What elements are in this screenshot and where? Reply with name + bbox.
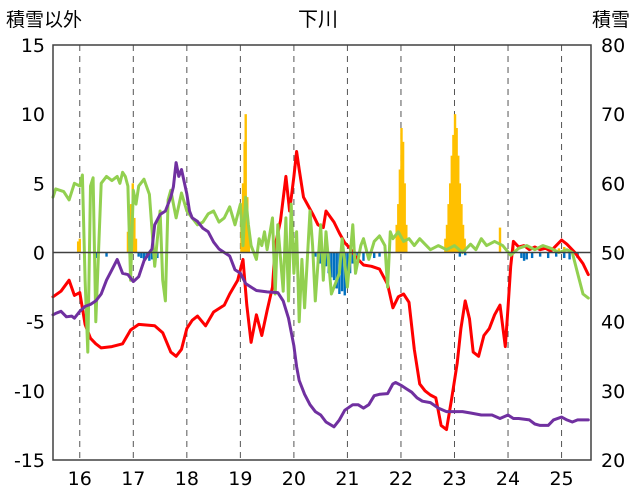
bar-0-33 <box>463 238 466 253</box>
bar-0-13 <box>247 231 251 253</box>
bar-0-22 <box>445 224 449 253</box>
bar-0-28 <box>455 128 458 253</box>
bar-0-27 <box>453 114 457 253</box>
left-y-tick-label: -5 <box>26 312 45 334</box>
left-y-tick-label: -15 <box>14 450 45 472</box>
bar-1-7 <box>150 252 154 260</box>
bar-0-6 <box>133 217 136 253</box>
bar-0-31 <box>460 204 463 253</box>
bar-0-9 <box>241 183 245 253</box>
right-y-tick-label: 70 <box>601 104 625 126</box>
left-y-tick-label: -10 <box>14 381 45 403</box>
bar-0-29 <box>457 155 460 253</box>
bar-1-32 <box>463 252 467 256</box>
line-series-2 <box>51 161 590 429</box>
bar-0-19 <box>403 183 406 253</box>
bar-1-6 <box>148 252 151 261</box>
left-axis-label: 積雪以外 <box>6 9 82 31</box>
bar-1-2 <box>137 252 140 257</box>
chart-title: 下川 <box>298 7 338 31</box>
left-y-tick-label: 5 <box>33 173 45 195</box>
bar-1-33 <box>520 252 523 259</box>
right-y-tick-label: 50 <box>601 243 625 265</box>
bar-1-16 <box>330 252 333 278</box>
bar-1-4 <box>142 252 146 260</box>
right-y-tick-label: 40 <box>601 312 625 334</box>
bar-1-29 <box>372 252 376 259</box>
x-tick-label: 19 <box>228 468 252 490</box>
bar-0-0 <box>76 241 80 253</box>
line-series-1 <box>51 170 590 354</box>
x-tick-label: 25 <box>549 468 573 490</box>
grid-lines <box>79 45 563 460</box>
bar-1-10 <box>314 252 317 257</box>
bar-0-25 <box>450 155 454 253</box>
bar-0-16 <box>398 169 402 253</box>
x-tick-label: 17 <box>121 468 145 490</box>
right-y-tick-label: 20 <box>601 450 625 472</box>
x-tick-label: 23 <box>442 468 466 490</box>
bar-1-41 <box>568 252 571 260</box>
bar-1-31 <box>458 252 462 257</box>
plot-frame <box>52 44 592 461</box>
x-tick-label: 20 <box>282 468 306 490</box>
left-y-tick-label: 0 <box>33 243 45 265</box>
right-axis-label: 積雪 <box>592 9 630 31</box>
bar-0-1 <box>78 238 81 253</box>
bar-1-1 <box>105 252 108 257</box>
bar-0-11 <box>244 114 247 253</box>
bar-1-30 <box>378 252 381 257</box>
bar-1-3 <box>140 252 143 259</box>
bar-1-40 <box>563 252 566 259</box>
bar-1-24 <box>351 252 354 264</box>
bar-0-23 <box>447 204 450 253</box>
bar-0-36 <box>557 248 561 253</box>
bar-0-15 <box>397 204 400 253</box>
x-tick-label: 22 <box>389 468 413 490</box>
left-y-tick-label: 10 <box>21 104 45 126</box>
bar-0-2 <box>126 231 130 253</box>
bar-1-37 <box>538 252 542 257</box>
bar-1-35 <box>525 252 528 260</box>
bar-0-14 <box>395 224 398 253</box>
bar-1-27 <box>362 252 365 261</box>
bar-1-12 <box>319 252 322 264</box>
x-tick-label: 24 <box>496 468 520 490</box>
bar-1-8 <box>156 252 159 259</box>
bar-1-18 <box>335 252 338 289</box>
bar-1-34 <box>522 252 526 261</box>
left-y-tick-label: 15 <box>21 35 45 57</box>
x-tick-label: 16 <box>68 468 92 490</box>
bar-0-7 <box>134 238 138 253</box>
line-series <box>51 150 590 432</box>
axis-labels: 下川 積雪以外 積雪 151050-5-10-15807060504030201… <box>6 7 630 490</box>
x-tick-label: 18 <box>175 468 199 490</box>
bar-1-38 <box>546 252 550 259</box>
bar-1-36 <box>530 252 534 259</box>
bar-0-32 <box>461 224 465 253</box>
bar-0-34 <box>498 227 502 253</box>
bar-0-26 <box>452 134 455 253</box>
right-y-tick-label: 60 <box>601 173 625 195</box>
bar-0-18 <box>401 141 405 253</box>
axes <box>52 44 592 461</box>
right-y-tick-label: 30 <box>601 381 625 403</box>
bar-0-24 <box>449 183 452 253</box>
right-y-tick-label: 80 <box>601 35 625 57</box>
line-series-0 <box>51 150 590 432</box>
bar-1-20 <box>340 252 344 292</box>
bar-1-39 <box>555 252 558 257</box>
bar-1-14 <box>324 252 328 267</box>
x-tick-label: 21 <box>335 468 359 490</box>
bar-0-17 <box>400 128 403 253</box>
bar-1-17 <box>332 252 336 281</box>
bar-0-21 <box>444 238 447 253</box>
bar-0-30 <box>458 183 462 253</box>
